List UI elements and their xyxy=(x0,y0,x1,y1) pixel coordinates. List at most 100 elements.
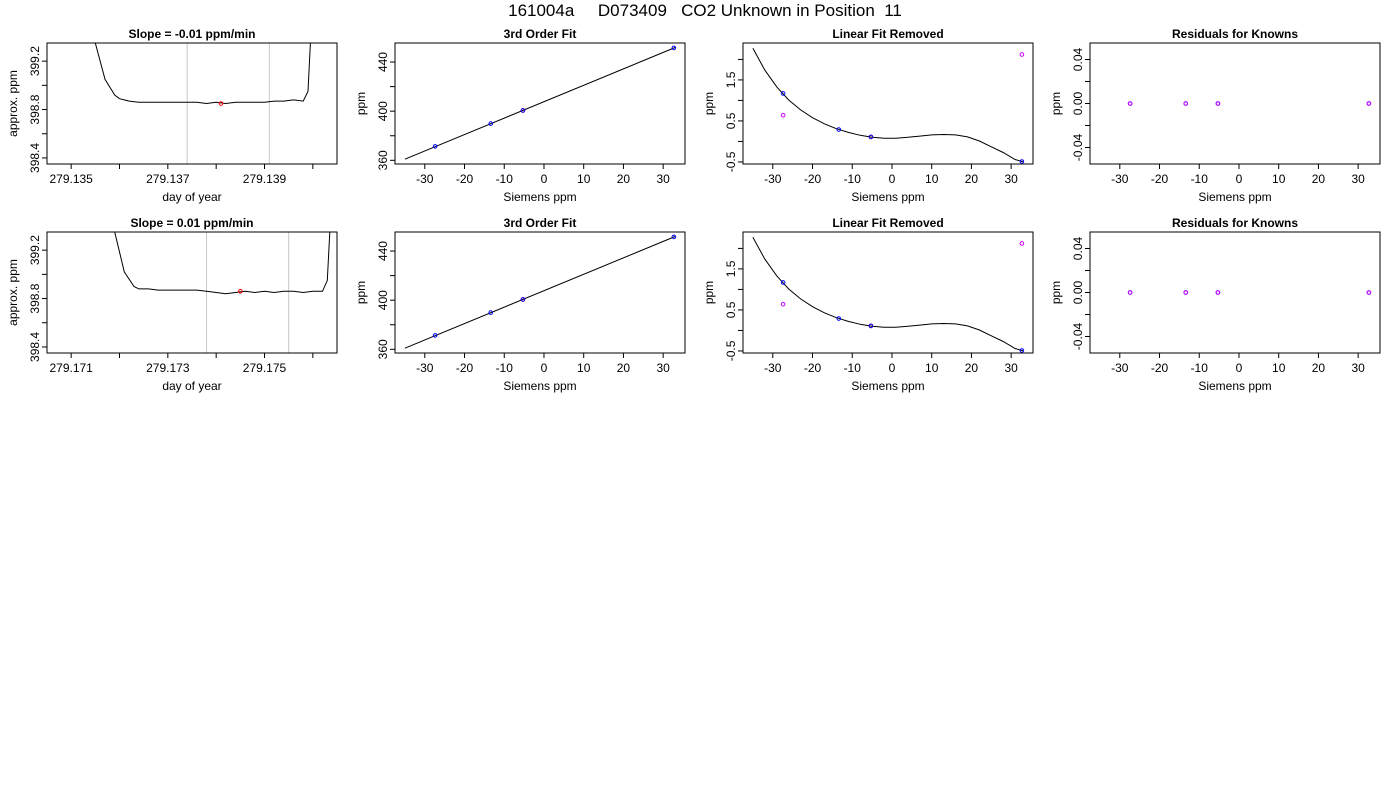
data-point xyxy=(1215,101,1221,106)
y-tick-label: 0.5 xyxy=(724,301,738,318)
x-tick-label: 10 xyxy=(925,361,939,375)
data-point xyxy=(1183,101,1189,106)
y-tick-label: 0.00 xyxy=(1071,280,1085,304)
data-point xyxy=(1183,290,1189,295)
plot-area xyxy=(752,48,1025,164)
plot-frame xyxy=(742,231,1034,354)
chart-panel-4: Residuals for Knowns -30 -20 -10 0 10 20 30 Siem… xyxy=(1049,27,1381,204)
x-tick-label: -30 xyxy=(1111,361,1129,375)
data-point xyxy=(520,297,526,302)
y-tick-label: 360 xyxy=(376,339,390,359)
y-axis-label: approx. ppm xyxy=(6,70,20,137)
y-axis-label: ppm xyxy=(1049,92,1063,115)
y-tick-label: 398.4 xyxy=(28,332,42,362)
plot-frame xyxy=(742,42,1034,165)
x-tick-label: -20 xyxy=(1151,361,1169,375)
data-point xyxy=(432,144,438,149)
x-tick-label: -10 xyxy=(496,361,514,375)
series-line xyxy=(752,237,1024,352)
x-axis-label: Siemens ppm xyxy=(851,379,924,393)
x-tick-label: -30 xyxy=(764,172,782,186)
data-point xyxy=(1019,159,1025,164)
data-point xyxy=(218,101,224,106)
y-tick-label: 399.2 xyxy=(28,46,42,76)
y-axis-label: ppm xyxy=(1049,281,1063,304)
x-tick-label: 10 xyxy=(1272,172,1286,186)
y-tick-label: 0.5 xyxy=(724,112,738,129)
x-tick-label: 10 xyxy=(1272,361,1286,375)
chart-panel-5: Slope = 0.01 ppm/min 279.171 279.173 279.17… xyxy=(6,216,338,393)
y-tick-label: -0.04 xyxy=(1071,134,1085,162)
x-tick-label: 30 xyxy=(656,361,670,375)
data-point xyxy=(488,310,494,315)
chart-panel-6: 3rd Order Fit -30 -20 -10 0 10 20 30 Siemens ppm… xyxy=(354,216,686,393)
chart-title: 3rd Order Fit xyxy=(504,27,577,41)
data-point xyxy=(868,323,874,329)
x-tick-label: 30 xyxy=(1004,361,1018,375)
x-tick-label: 20 xyxy=(1312,361,1326,375)
chart-title: Residuals for Knowns xyxy=(1172,216,1298,230)
figure-title: 161004a D073409 CO2 Unknown in Position … xyxy=(508,1,902,20)
x-tick-label: 20 xyxy=(617,172,631,186)
data-point xyxy=(1215,290,1221,295)
chart-panel-1: Slope = -0.01 ppm/min 279.135 279.137 279.1… xyxy=(6,27,338,204)
y-tick-label: 400 xyxy=(376,290,390,310)
y-tick-label: 400 xyxy=(376,101,390,121)
plot-frame xyxy=(394,231,686,354)
x-axis-label: Siemens ppm xyxy=(1198,190,1271,204)
x-tick-label: -20 xyxy=(804,361,822,375)
y-tick-label: 398.8 xyxy=(28,94,42,124)
x-tick-label: -20 xyxy=(804,172,822,186)
x-axis-label: Siemens ppm xyxy=(503,190,576,204)
x-tick-label: 0 xyxy=(1236,361,1243,375)
x-tick-label: 10 xyxy=(925,172,939,186)
y-tick-label: 440 xyxy=(376,241,390,261)
y-tick-label: 399.2 xyxy=(28,235,42,265)
plot-area xyxy=(404,45,677,160)
x-tick-label: 30 xyxy=(1004,172,1018,186)
data-point xyxy=(488,121,494,126)
plot-area xyxy=(94,43,311,106)
x-tick-label: -30 xyxy=(1111,172,1129,186)
x-tick-label: -10 xyxy=(496,172,514,186)
x-tick-label: -10 xyxy=(844,172,862,186)
chart-title: Slope = 0.01 ppm/min xyxy=(130,216,253,230)
x-tick-label: 20 xyxy=(1312,172,1326,186)
x-tick-label: 20 xyxy=(617,361,631,375)
data-point xyxy=(1019,241,1025,246)
data-point xyxy=(836,127,842,132)
y-axis-label: ppm xyxy=(354,281,368,304)
x-tick-label: 0 xyxy=(541,172,548,186)
plot-area xyxy=(1127,290,1372,295)
x-axis-label: Siemens ppm xyxy=(851,190,924,204)
x-tick-label: 279.137 xyxy=(146,172,190,186)
chart-title: Linear Fit Removed xyxy=(832,216,943,230)
data-point xyxy=(1127,290,1133,295)
chart-title: 3rd Order Fit xyxy=(504,216,577,230)
y-tick-label: 398.4 xyxy=(28,143,42,173)
x-axis-label: day of year xyxy=(162,379,221,393)
x-tick-label: -20 xyxy=(456,361,474,375)
data-point xyxy=(1366,101,1372,106)
plot-area xyxy=(404,234,677,349)
y-axis-label: approx. ppm xyxy=(6,259,20,326)
data-point xyxy=(1019,348,1025,353)
plot-frame xyxy=(394,42,686,165)
y-tick-label: 360 xyxy=(376,150,390,170)
x-tick-label: 0 xyxy=(889,172,896,186)
plot-area xyxy=(114,232,331,295)
x-axis-label: day of year xyxy=(162,190,221,204)
data-point xyxy=(520,108,526,113)
y-tick-label: -0.5 xyxy=(724,151,738,172)
data-point xyxy=(780,91,786,96)
plot-area xyxy=(1127,101,1372,106)
x-tick-label: -30 xyxy=(416,172,434,186)
x-tick-label: 30 xyxy=(656,172,670,186)
y-tick-label: 0.04 xyxy=(1071,236,1085,260)
x-tick-label: -20 xyxy=(456,172,474,186)
x-tick-label: 10 xyxy=(577,361,591,375)
series-line xyxy=(404,236,676,349)
data-point xyxy=(432,333,438,338)
data-point xyxy=(780,301,786,307)
